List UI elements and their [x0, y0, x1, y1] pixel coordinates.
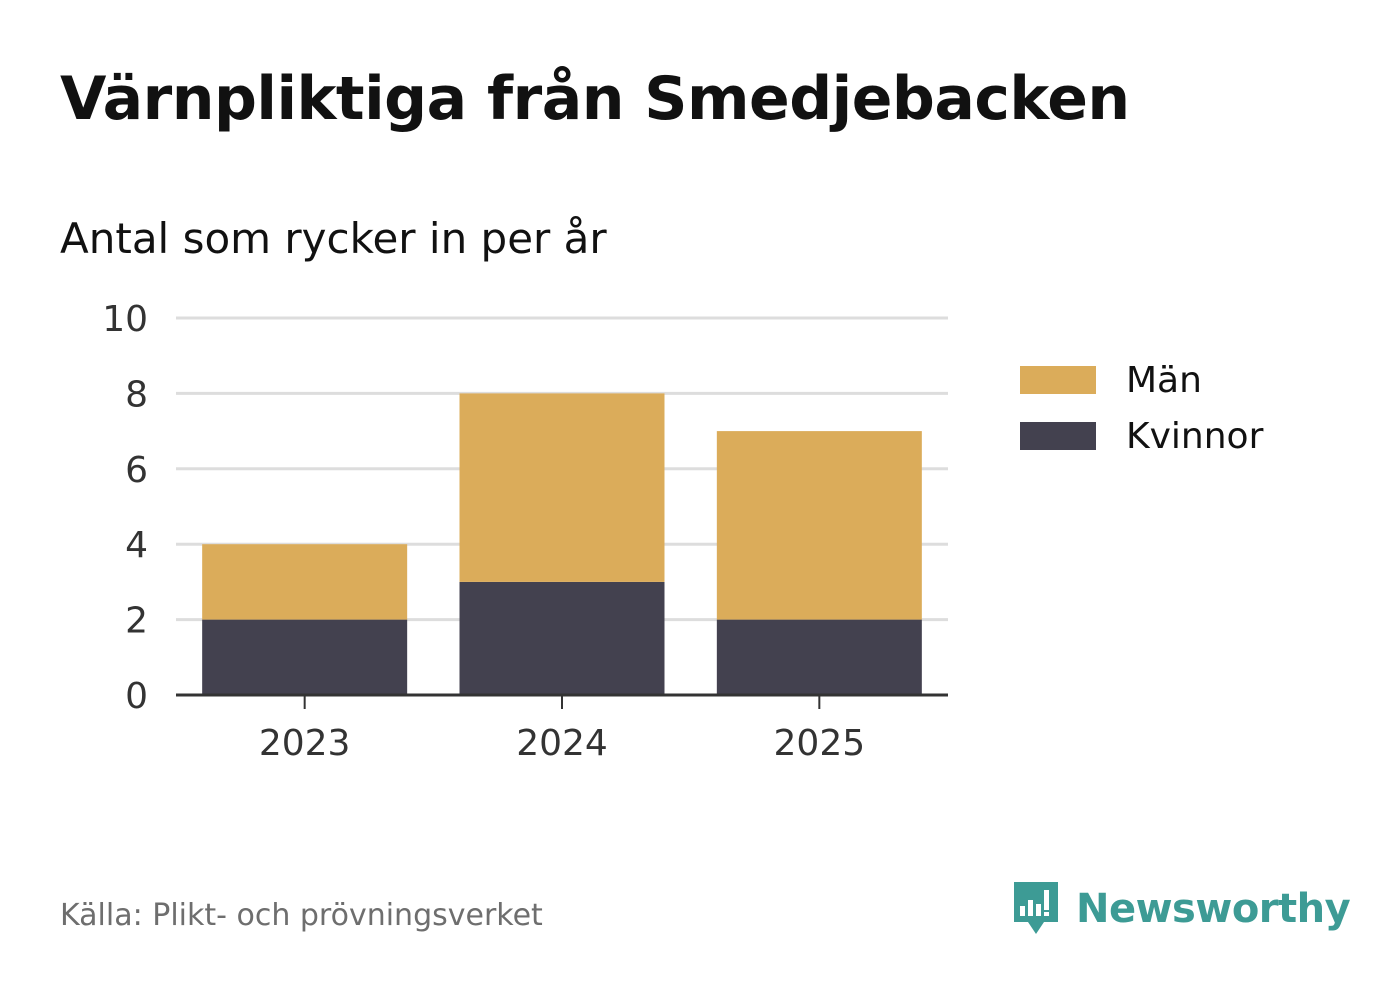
bar-kvinnor-2023 — [202, 619, 408, 695]
legend-label-man: Män — [1126, 359, 1202, 401]
chart-title: Värnpliktiga från Smedjebacken — [60, 64, 1130, 134]
legend-item-kvinnor: Kvinnor — [1020, 408, 1263, 464]
legend-swatch-man — [1020, 366, 1096, 394]
x-tick-label-2025: 2025 — [774, 723, 866, 764]
brand-name: Newsworthy — [1076, 886, 1351, 932]
brand-logo[interactable]: Newsworthy — [1010, 878, 1351, 940]
y-tick-label-10: 10 — [102, 299, 148, 340]
bar-kvinnor-2025 — [716, 619, 922, 695]
source-note: Källa: Plikt- och prövningsverket — [60, 898, 543, 933]
y-tick-label-8: 8 — [125, 374, 148, 415]
x-tick-label-2024: 2024 — [516, 723, 608, 764]
y-tick-label-4: 4 — [125, 525, 148, 566]
y-tick-label-0: 0 — [125, 676, 148, 717]
legend-label-kvinnor: Kvinnor — [1126, 415, 1264, 457]
chart-subtitle: Antal som rycker in per år — [60, 214, 607, 263]
bar-kvinnor-2024 — [459, 581, 665, 695]
y-tick-label-6: 6 — [125, 450, 148, 491]
y-tick-label-2: 2 — [125, 601, 148, 642]
x-tick-label-2023: 2023 — [259, 723, 351, 764]
newsworthy-logo-icon — [1014, 882, 1058, 934]
bar-mn-2023 — [202, 544, 408, 620]
legend-item-man: Män — [1020, 352, 1263, 408]
bar-mn-2024 — [459, 393, 665, 582]
legend: Män Kvinnor — [1020, 352, 1263, 464]
bar-mn-2025 — [716, 431, 922, 620]
legend-swatch-kvinnor — [1020, 422, 1096, 450]
